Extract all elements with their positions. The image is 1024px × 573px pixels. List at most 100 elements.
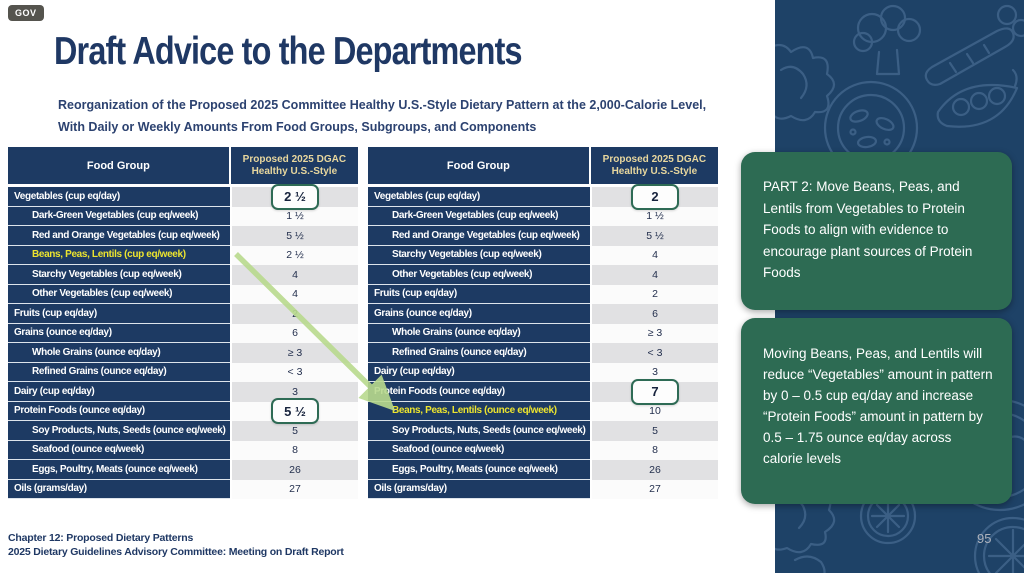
food-group-label: Whole Grains (ounce eq/day) <box>368 323 590 343</box>
amount-cell: 4 <box>590 265 718 285</box>
food-group-label: Soy Products, Nuts, Seeds (ounce eq/week… <box>8 421 230 441</box>
table-row: Whole Grains (ounce eq/day) ≥ 3 <box>8 343 358 363</box>
table-row: Red and Orange Vegetables (cup eq/week) 5… <box>368 226 718 246</box>
table-row: Other Vegetables (cup eq/week) 4 <box>368 265 718 285</box>
table-row: Protein Foods (ounce eq/day) 5 ½ <box>8 398 358 425</box>
table-row: Seafood (ounce eq/week) 8 <box>368 440 718 460</box>
callout-part2: PART 2: Move Beans, Peas, and Lentils fr… <box>741 152 1012 310</box>
column-header-food-group: Food Group <box>446 159 510 172</box>
table-row: Soy Products, Nuts, Seeds (ounce eq/week… <box>8 421 358 441</box>
amount-cell: 10 <box>590 401 718 421</box>
amount-cell: 27 <box>230 479 358 499</box>
food-group-label: Eggs, Poultry, Meats (ounce eq/week) <box>368 460 590 480</box>
food-group-label: Whole Grains (ounce eq/day) <box>8 343 230 363</box>
amount-cell: 7 <box>590 378 718 405</box>
food-group-label: Starchy Vegetables (cup eq/week) <box>8 265 230 285</box>
broccoli-icon <box>852 4 922 76</box>
food-group-label: Starchy Vegetables (cup eq/week) <box>368 245 590 265</box>
amount-cell: 1 ½ <box>230 206 358 226</box>
table-row: Fruits (cup eq/day) 2 <box>8 304 358 324</box>
table-row: Beans, Peas, Lentils (cup eq/week) 2 ½ <box>8 245 358 265</box>
food-group-label-highlighted: Beans, Peas, Lentils (ounce eq/week) <box>368 401 590 421</box>
food-group-label: Oils (grams/day) <box>368 479 590 499</box>
amount-cell: ≥ 3 <box>230 343 358 363</box>
table-row: Refined Grains (ounce eq/day) < 3 <box>368 343 718 363</box>
table-row: Dark-Green Vegetables (cup eq/week) 1 ½ <box>8 206 358 226</box>
column-header-amount: Proposed 2025 DGAC Healthy U.S.-Style <box>588 147 718 184</box>
table-row: Eggs, Poultry, Meats (ounce eq/week) 26 <box>368 460 718 480</box>
food-group-label: Oils (grams/day) <box>8 479 230 499</box>
food-group-label: Red and Orange Vegetables (cup eq/week) <box>368 226 590 246</box>
dietary-pattern-table-before: Food Group Proposed 2025 DGAC Healthy U.… <box>8 147 358 499</box>
food-group-label: Other Vegetables (cup eq/week) <box>368 265 590 285</box>
food-group-label: Protein Foods (ounce eq/day) <box>368 382 590 402</box>
table-header: Food Group Proposed 2025 DGAC Healthy U.… <box>8 147 358 184</box>
food-group-label-highlighted: Beans, Peas, Lentils (cup eq/week) <box>8 245 230 265</box>
table-row: Starchy Vegetables (cup eq/week) 4 <box>368 245 718 265</box>
highlighted-amount-box: 2 ½ <box>271 183 319 210</box>
food-group-label: Vegetables (cup eq/day) <box>8 187 230 207</box>
amount-cell: ≥ 3 <box>590 323 718 343</box>
amount-cell: 26 <box>230 460 358 480</box>
table-row: Grains (ounce eq/day) 6 <box>368 304 718 324</box>
subtitle-line-1: Reorganization of the Proposed 2025 Comm… <box>58 98 707 112</box>
table-row: Fruits (cup eq/day) 2 <box>368 284 718 304</box>
food-group-label: Soy Products, Nuts, Seeds (ounce eq/week… <box>368 421 590 441</box>
food-group-label: Dairy (cup eq/day) <box>368 362 590 382</box>
amount-cell: 2 <box>590 183 718 210</box>
table-header: Food Group Proposed 2025 DGAC Healthy U.… <box>368 147 718 184</box>
food-group-label: Refined Grains (ounce eq/day) <box>8 362 230 382</box>
amount-cell: 2 ½ <box>230 245 358 265</box>
citrus-slice-icon <box>973 516 1024 573</box>
table-body: Vegetables (cup eq/day) 2 Dark-Green Veget… <box>368 183 718 499</box>
amount-cell: 5 <box>590 421 718 441</box>
amount-cell: 4 <box>590 245 718 265</box>
page-number: 95 <box>977 531 992 546</box>
footer-chapter: Chapter 12: Proposed Dietary Patterns <box>8 532 194 544</box>
amount-cell: 2 <box>590 284 718 304</box>
amount-cell: 4 <box>230 265 358 285</box>
table-row: Grains (ounce eq/day) 6 <box>8 323 358 343</box>
page-title: Draft Advice to the Departments <box>54 30 523 73</box>
pea-pod-icon <box>936 68 1019 128</box>
amount-cell: 5 <box>230 421 358 441</box>
table-row: Vegetables (cup eq/day) 2 ½ <box>8 183 358 210</box>
amount-cell: 6 <box>590 304 718 324</box>
carrot-icon <box>924 4 1024 86</box>
food-group-label: Dark-Green Vegetables (cup eq/week) <box>8 206 230 226</box>
food-group-label: Seafood (ounce eq/week) <box>8 440 230 460</box>
food-group-label: Eggs, Poultry, Meats (ounce eq/week) <box>8 460 230 480</box>
table-row: Dark-Green Vegetables (cup eq/week) 1 ½ <box>368 206 718 226</box>
column-header-amount: Proposed 2025 DGAC Healthy U.S.-Style <box>228 147 358 184</box>
amount-cell: 26 <box>590 460 718 480</box>
amount-cell: 5 ½ <box>230 226 358 246</box>
food-group-label: Vegetables (cup eq/day) <box>368 187 590 207</box>
column-header-food-group: Food Group <box>86 159 150 172</box>
amount-cell: < 3 <box>590 343 718 363</box>
table-row: Protein Foods (ounce eq/day) 7 <box>368 378 718 405</box>
food-group-label: Grains (ounce eq/day) <box>368 304 590 324</box>
amount-cell: 8 <box>230 440 358 460</box>
table-row: Seafood (ounce eq/week) 8 <box>8 440 358 460</box>
dietary-pattern-table-after: Food Group Proposed 2025 DGAC Healthy U.… <box>368 147 718 499</box>
table-row: Refined Grains (ounce eq/day) < 3 <box>8 362 358 382</box>
table-row: Starchy Vegetables (cup eq/week) 4 <box>8 265 358 285</box>
food-group-label: Protein Foods (ounce eq/day) <box>8 401 230 421</box>
footer-committee: 2025 Dietary Guidelines Advisory Committ… <box>8 545 344 558</box>
table-row: Dairy (cup eq/day) 3 <box>368 362 718 382</box>
table-row: Other Vegetables (cup eq/week) 4 <box>8 284 358 304</box>
food-group-label: Seafood (ounce eq/week) <box>368 440 590 460</box>
amount-cell: 8 <box>590 440 718 460</box>
amount-cell: 5 ½ <box>590 226 718 246</box>
food-group-label: Fruits (cup eq/day) <box>368 284 590 304</box>
food-group-label: Other Vegetables (cup eq/week) <box>8 284 230 304</box>
amount-cell: 2 ½ <box>230 183 358 210</box>
table-row: Eggs, Poultry, Meats (ounce eq/week) 26 <box>8 460 358 480</box>
table-row: Red and Orange Vegetables (cup eq/week) 5… <box>8 226 358 246</box>
amount-cell: 2 <box>230 304 358 324</box>
gov-badge: GOV <box>8 5 44 21</box>
amount-cell: 4 <box>230 284 358 304</box>
amount-cell: 5 ½ <box>230 398 358 425</box>
food-group-label: Refined Grains (ounce eq/day) <box>368 343 590 363</box>
